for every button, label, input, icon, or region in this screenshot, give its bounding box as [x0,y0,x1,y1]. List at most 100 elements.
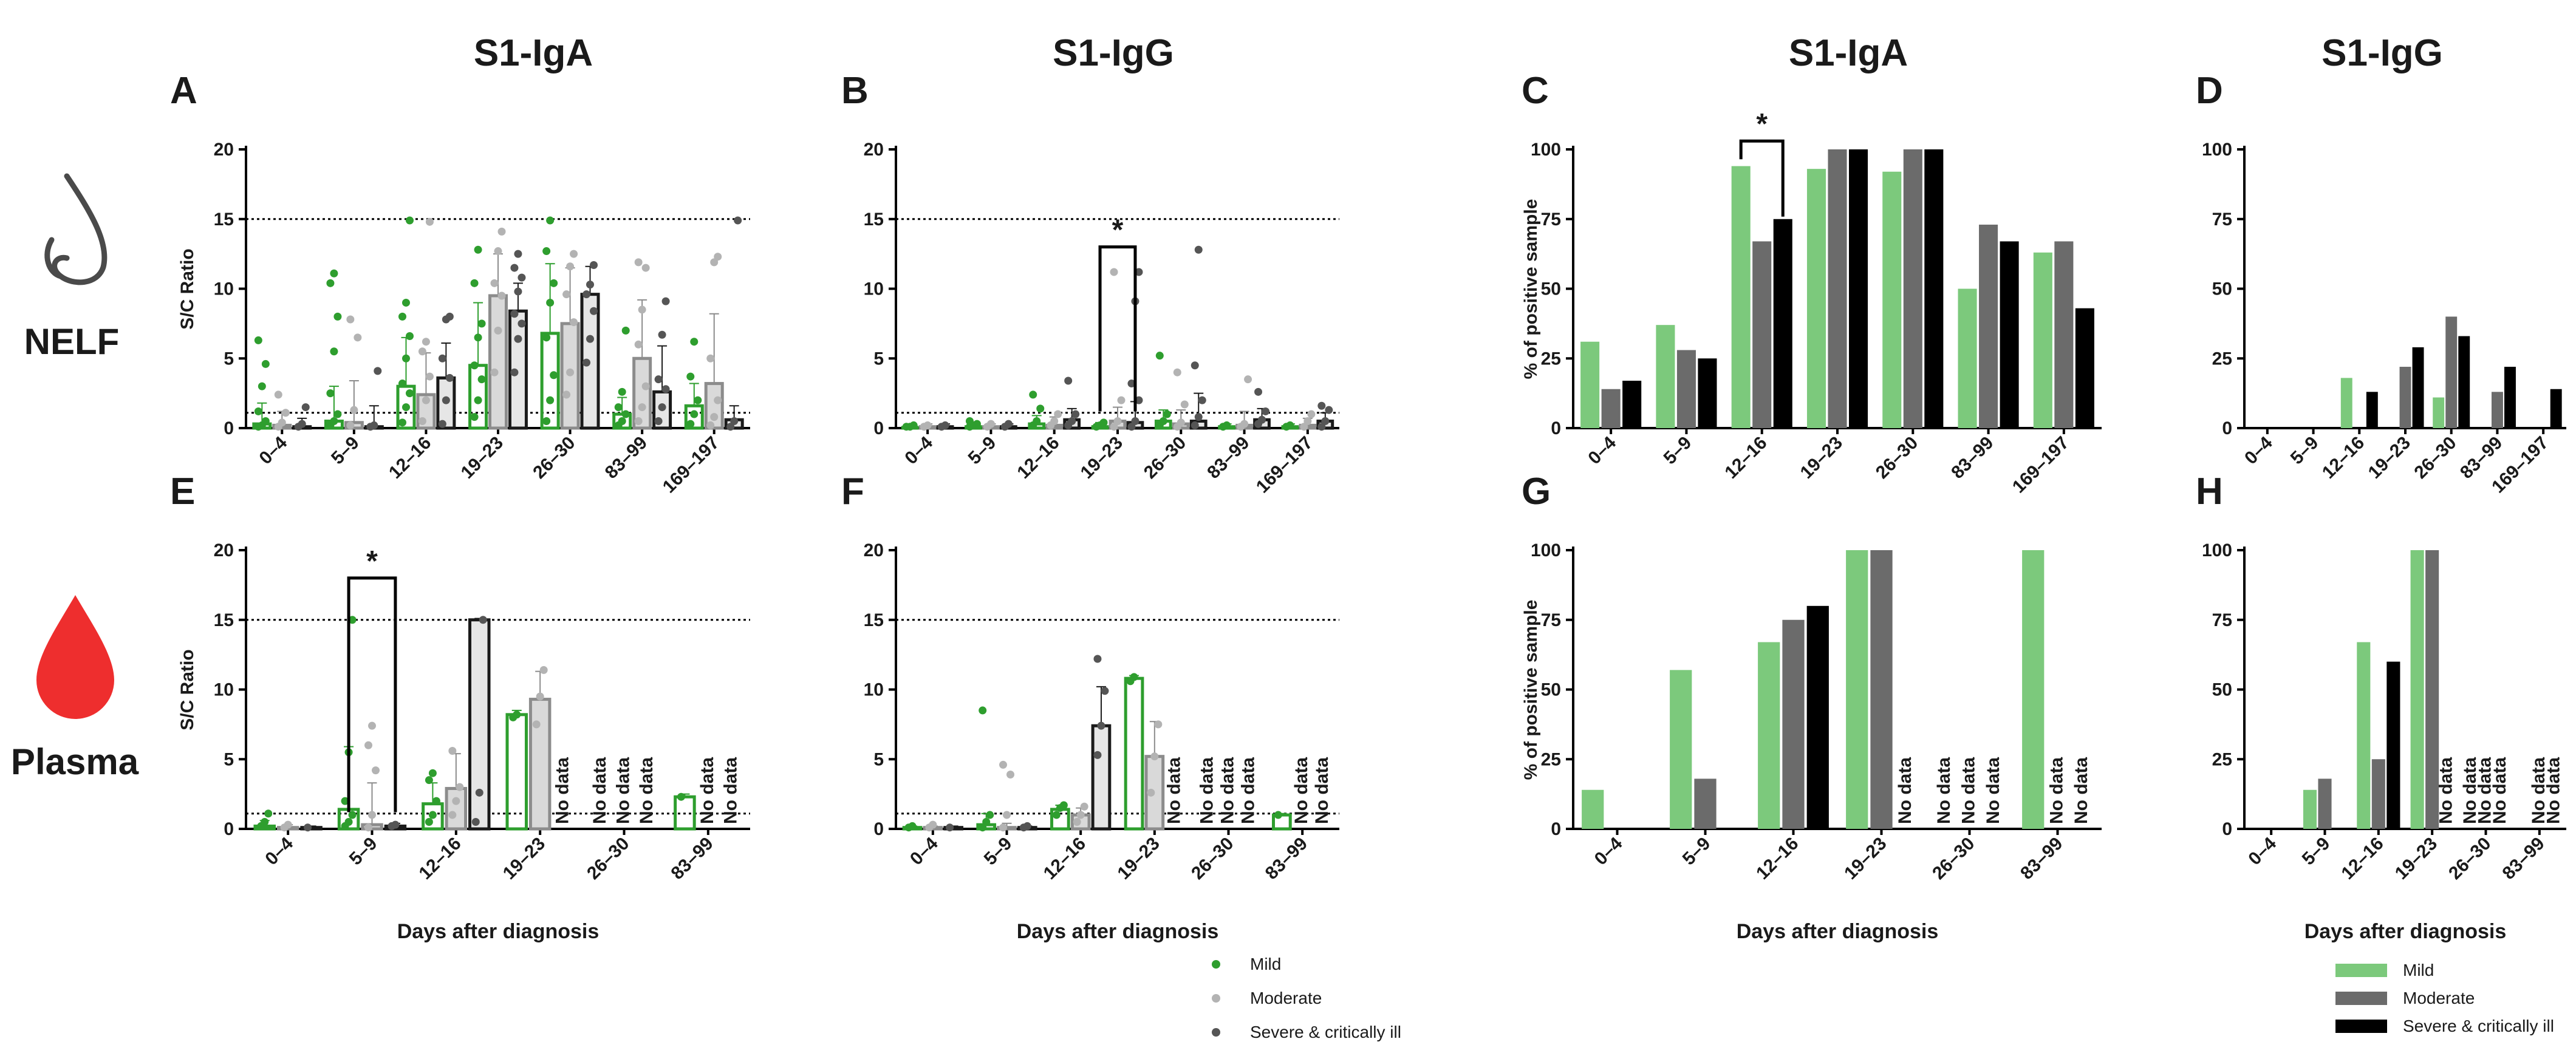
data-point [341,797,349,805]
data-point [477,375,486,384]
y-tick-label: 10 [864,279,884,299]
x-tick-label: 19–23 [1077,433,1127,483]
y-tick-label: 15 [214,610,234,630]
data-point [452,797,460,805]
data-point [401,298,410,307]
data-point [1254,387,1263,396]
data-point [1321,417,1330,426]
data-point [542,247,551,256]
panel-c: C % of positive sample 0 25 50 75 100 0–4 5–9 12–… [1521,70,2102,497]
data-point [1191,421,1199,429]
x-tick-label: 83–99 [2017,834,2066,884]
data-point [422,338,430,346]
data-point [1150,752,1159,761]
no-data-label: No data [1238,757,1258,824]
legend-swatch-mild-bar [2335,964,2387,977]
data-point [470,361,479,370]
data-point [497,291,506,300]
legend-swatch-moderate-point [1212,994,1220,1003]
data-point [946,823,954,832]
data-point [370,421,378,429]
no-data-label: No data [2460,757,2480,824]
x-tick-label: 5–9 [1660,433,1696,469]
x-tick-label: 5–9 [2298,834,2334,870]
data-point [566,368,575,376]
data-point [546,216,555,225]
bar [1694,778,1717,829]
bar [2386,661,2400,829]
data-point [1093,655,1102,663]
y-tick-label: 5 [224,749,234,769]
data-point [654,375,663,384]
x-tick-label: 0–4 [901,432,937,468]
bar [1846,550,1868,829]
data-point [364,741,372,749]
y-tick-label: 50 [1541,279,1561,299]
data-point [1127,423,1136,431]
x-tick-label: 5–9 [965,433,1000,469]
panel-g: G % of positive sample 0 25 50 75 100 0–4 5–9 12–… [1521,471,2102,943]
x-tick-label: 0–4 [256,432,292,468]
x-tick-label: 26–30 [583,834,633,884]
data-point [570,318,578,327]
data-point [494,247,502,256]
bar [2000,241,2019,428]
x-tick-label: 0–4 [261,833,297,869]
data-point [333,410,342,418]
bar [1601,389,1621,428]
data-point [1033,417,1041,426]
data-point [398,418,406,427]
y-tick-label: 10 [864,680,884,700]
y-tick-label: 20 [214,140,234,160]
data-point [618,387,626,396]
x-tick-label: 19–23 [457,433,507,483]
x-tick-label: 83–99 [1947,433,1997,483]
data-point [425,217,434,226]
data-point [428,811,437,819]
y-tick-label: 50 [1541,680,1561,700]
bar [2491,392,2503,428]
no-data-label: No data [553,757,573,824]
bar [1731,166,1751,428]
data-point [661,385,670,393]
legend-label-severe: Severe & critically ill [1250,1023,1401,1041]
x-tick-label: 19–23 [499,834,549,884]
x-tick-label: 12–16 [2318,433,2368,483]
panel-a: A S/C Ratio 0 5 10 15 20 0–4 5–9 12–16 19–23 26–30 8… [170,70,750,497]
panel-letter: C [1522,70,1549,112]
significance-star: * [1756,108,1768,140]
data-point [333,312,342,321]
data-point [1286,421,1294,429]
data-point [734,216,742,225]
y-tick-label: 10 [214,279,234,299]
x-axis-title: Days after diagnosis [2304,920,2507,943]
bar [1752,241,1772,428]
bar [1979,224,1998,428]
data-point [475,788,483,797]
data-point [965,417,974,426]
data-point [583,358,591,367]
data-point [348,616,357,624]
significance-bracket [347,576,397,812]
data-point [634,340,643,349]
data-point [445,373,454,382]
bar [2458,336,2470,428]
no-data-label: No data [637,757,657,824]
data-point [714,253,722,261]
y-tick-label: 20 [864,540,884,560]
x-tick-label: 12–16 [1752,834,1802,884]
x-tick-label: 12–16 [2337,834,2387,884]
data-point [694,396,702,404]
data-point [422,396,430,404]
data-point [1054,410,1062,418]
data-point [706,354,715,363]
data-point [1135,268,1143,276]
x-tick-label: 169–197 [659,433,723,497]
no-data-label: No data [2047,757,2067,824]
data-point [470,279,479,287]
data-point [1003,811,1011,819]
x-tick-label: 26–30 [2445,834,2495,884]
mean-bar [704,382,724,430]
data-point [546,298,555,307]
data-point [425,776,433,785]
